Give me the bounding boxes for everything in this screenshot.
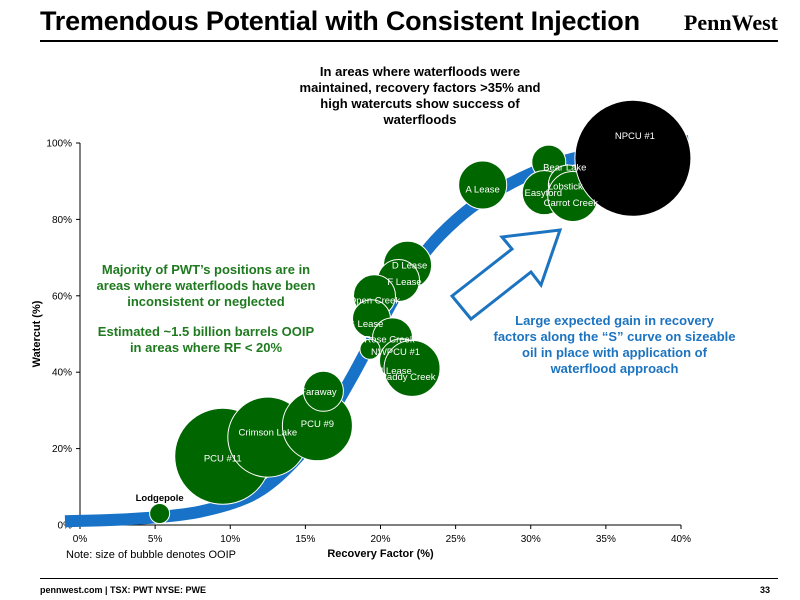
title-divider [40,40,778,42]
bubble-size-note: Note: size of bubble denotes OOIP [66,549,236,561]
x-tick-label: 35% [596,534,616,545]
x-tick-label: 20% [370,534,390,545]
bubble-label-pcu-9: PCU #9 [301,419,334,430]
bubble-label-bear-lake: Bear Lake [543,163,586,174]
footer-divider [40,578,778,579]
x-tick-label: 15% [295,534,315,545]
pennwest-logo: PennWest [683,10,778,35]
bubble-label-a-lease: A Lease [465,185,499,196]
bubble-faraway [302,370,344,412]
bubble-label-open-creek: Open Creek [349,295,400,306]
bubble-label-npcu-1: NPCU #1 [615,131,655,142]
x-tick-label: 0% [73,534,88,545]
y-tick-label: 100% [46,139,72,150]
bubble-label-easyford: Easyford [525,188,563,199]
x-tick-label: 5% [148,534,163,545]
y-tick-label: 0% [58,521,73,532]
x-tick-label: 25% [446,534,466,545]
bubble-lodgepole [149,503,171,525]
y-tick-label: 40% [52,368,72,379]
footer-text: pennwest.com | TSX: PWT NYSE: PWE [40,585,207,595]
bubble-layer [149,99,692,525]
bubble-label-rose-creek: Rose Creek [364,334,414,345]
bubble-npcu-1 [574,99,692,217]
y-axis-title: Watercut (%) [31,300,43,367]
y-tick-label: 80% [52,215,72,226]
bubble-label-faraway: Faraway [300,387,337,398]
bubble-label-pcu-11: PCU #11 [204,454,242,465]
bubble-label-lodgepole: Lodgepole [136,493,184,504]
slide-title: Tremendous Potential with Consistent Inj… [40,6,640,36]
bubble-label-lobstick: Lobstick [548,182,583,193]
bubble-paddy-creek [383,339,441,397]
bubble-label-crimson-lake: Crimson Lake [239,428,298,439]
chart-axes: 0% 5% 10% 15% 20% 25% 30% 35% 40% 0% 20% 40% 60% 80% 1… [31,139,691,561]
bubble-label-paddy-creek: Paddy Creek [381,372,436,383]
bubble-label-g-lease: G Lease [348,319,384,330]
ooip-estimate-note: Estimated ~1.5 billion barrels OOIP in a… [97,324,315,355]
inconsistent-waterflood-note: Majority of PWT’s positions are in areas… [96,262,316,309]
upward-arrow-icon [449,228,563,322]
x-tick-label: 10% [220,534,240,545]
x-tick-label: 40% [671,534,691,545]
x-axis-title: Recovery Factor (%) [327,548,434,560]
bubble-label-nwpcu-1: NWPCU #1 [371,347,420,358]
page-number: 33 [759,585,770,595]
bubble-label-d-lease: D Lease [392,261,427,272]
bubble-label-carrot-creek: Carrot Creek [544,198,599,209]
y-tick-label: 20% [52,444,72,455]
top-callout: In areas where waterfloods were maintain… [299,64,541,127]
y-tick-label: 60% [52,291,72,302]
arrow-layer [449,228,563,322]
bubble-nwpcu-1 [359,338,381,360]
bubble-label-j-lease: J Lease [379,366,412,377]
bubble-label-f-lease: F Lease [387,277,421,288]
x-tick-label: 30% [521,534,541,545]
expected-gain-note: Large expected gain in recovery factors … [493,313,736,376]
bubble-a-lease [458,160,508,210]
